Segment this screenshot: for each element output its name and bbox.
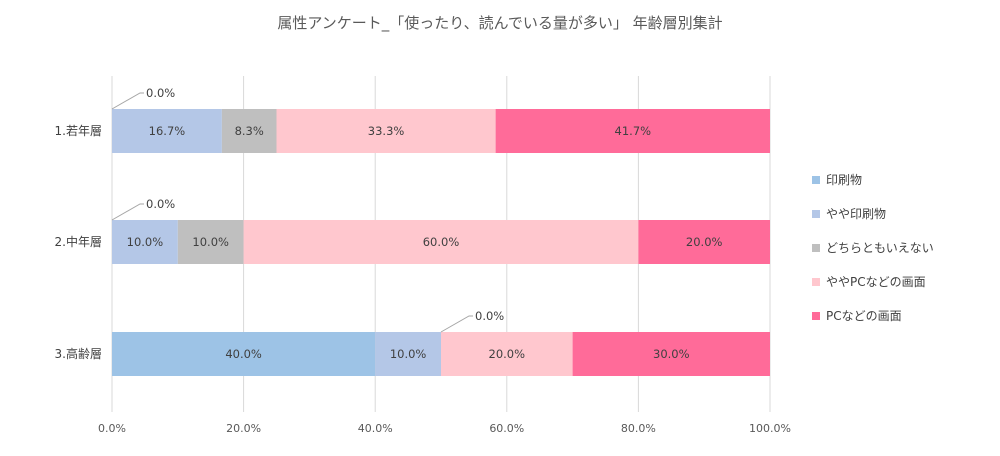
data-label: 10.0% [192,235,229,249]
bar-segment [243,220,639,264]
x-tick-label: 80.0% [621,422,656,435]
legend-entry: PCなどの画面 [826,309,902,323]
bar-segment [572,332,770,376]
data-labels: 0.0% 16.7% 8.3% 33.3% 41.7% 0.0% 10.0% 10.0% 60.… [111,86,723,361]
x-tick-label: 20.0% [226,422,261,435]
data-label: 0.0% [475,309,504,323]
legend-entry: やや印刷物 [826,207,886,221]
chart-title: 属性アンケート_「使ったり、読んでいる量が多い」 年齢層別集計 [277,14,722,33]
legend-entry: どちらともいえない [826,241,934,255]
leader-line [111,92,144,110]
bar-segment [221,109,277,153]
bar-segment [276,109,496,153]
bar-segment [112,332,376,376]
x-tick-label: 0.0% [98,422,126,435]
legend-swatch [812,278,820,286]
data-label: 33.3% [368,124,405,138]
x-axis-ticks: 0.0% 20.0% 40.0% 60.0% 80.0% 100.0% [98,422,791,435]
data-label: 0.0% [146,197,175,211]
legend-entry: ややPCなどの画面 [826,275,926,289]
leader-line [440,315,473,333]
category-label: 1.若年層 [55,124,102,138]
category-label: 3.高齢層 [55,346,102,361]
legend-entry: 印刷物 [826,173,862,187]
bar-segment [638,220,770,264]
x-tick-label: 100.0% [749,422,791,435]
data-label: 16.7% [149,124,186,138]
data-label: 10.0% [390,347,427,361]
data-label: 20.0% [489,347,526,361]
data-label: 20.0% [686,235,723,249]
bar-segment [495,109,770,153]
bar-segment [177,220,244,264]
category-label: 2.中年層 [55,234,102,249]
data-label: 40.0% [225,347,262,361]
legend-swatch [812,312,820,320]
data-label: 30.0% [653,347,690,361]
category-labels: 1.若年層 2.中年層 3.高齢層 [55,124,102,361]
bar-segments [112,109,770,376]
legend-swatch [812,210,820,218]
legend-swatch [812,244,820,252]
bar-segment [441,332,573,376]
data-label: 60.0% [423,235,460,249]
data-label: 10.0% [127,235,164,249]
data-label: 0.0% [146,86,175,100]
leader-line [111,203,144,221]
data-label: 41.7% [615,124,652,138]
x-tick-label: 60.0% [489,422,524,435]
bar-segment [112,220,178,264]
legend-swatch [812,176,820,184]
bar-segment [375,332,441,376]
bar-segment [112,109,222,153]
x-tick-label: 40.0% [358,422,393,435]
data-label: 8.3% [235,124,264,138]
